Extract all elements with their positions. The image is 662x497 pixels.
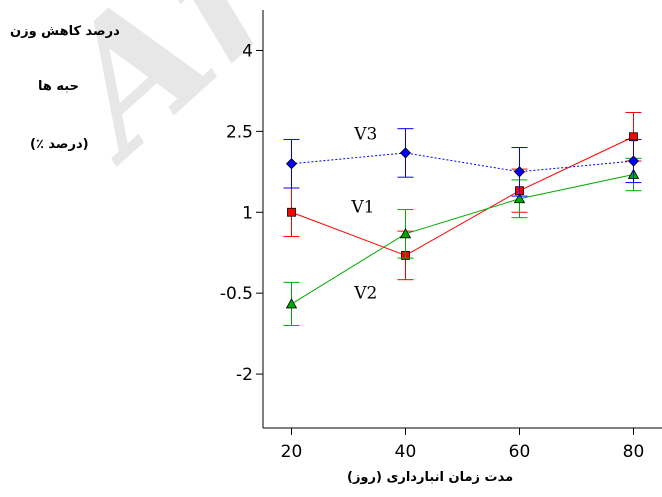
- data-point: [399, 147, 412, 159]
- x-tick-label: 60: [509, 442, 531, 462]
- x-axis-label: مدت زمان انبارداری (روز): [347, 470, 514, 485]
- data-point: [513, 166, 526, 178]
- data-point: [287, 207, 296, 217]
- data-point: [285, 298, 298, 309]
- series-annotation: V2: [353, 284, 377, 304]
- data-point: [627, 155, 640, 167]
- data-point: [285, 158, 298, 170]
- y-axis-label-line-1: درصد کاهش وزن: [10, 24, 120, 39]
- y-axis-label-line-3: (درصد ٪): [30, 137, 89, 152]
- series-annotation: V1: [350, 197, 374, 217]
- x-tick-label: 80: [623, 442, 645, 462]
- y-tick-label: -2: [236, 365, 253, 385]
- y-tick-label: 4: [242, 41, 253, 61]
- series-line-V3: [291, 152, 634, 173]
- y-tick-label: -0.5: [220, 284, 253, 304]
- series-line-V1: [291, 136, 634, 256]
- y-axis-label-line-2: حبه ها: [38, 79, 79, 94]
- y-tick-label: 2.5: [226, 122, 253, 142]
- data-point: [513, 192, 526, 204]
- x-tick-label: 20: [281, 442, 303, 462]
- series-annotation: V3: [353, 124, 377, 144]
- y-tick-label: 1: [242, 203, 253, 223]
- series-line-V2: [291, 174, 634, 305]
- x-tick-label: 40: [395, 442, 417, 462]
- data-point: [399, 228, 412, 239]
